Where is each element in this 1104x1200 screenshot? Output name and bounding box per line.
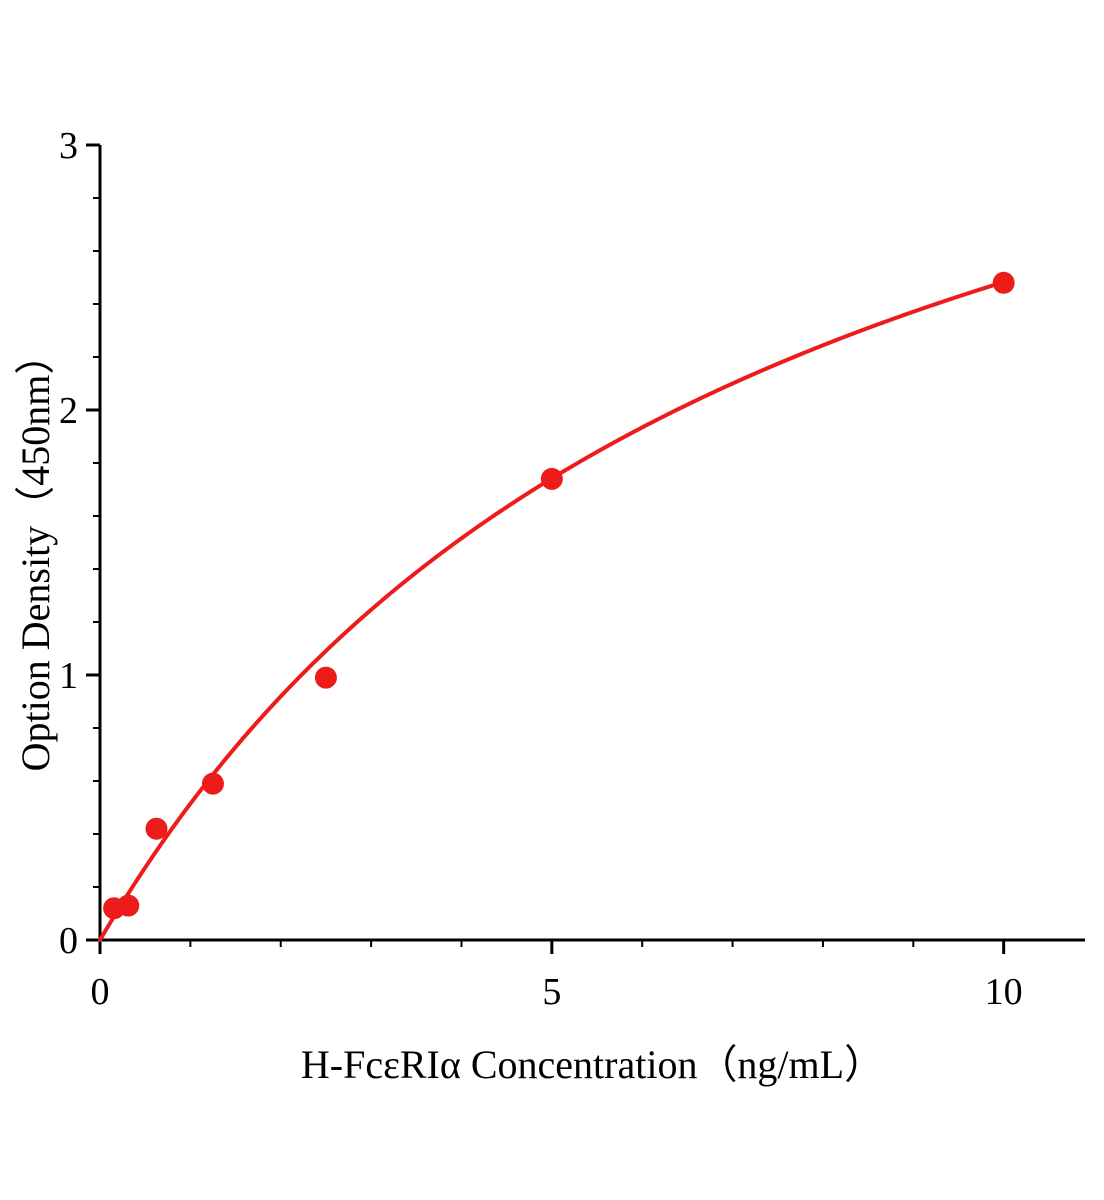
fit-curve: [98, 280, 1006, 942]
data-point: [145, 817, 168, 840]
data-point: [201, 772, 224, 795]
x-tick-label: 0: [91, 971, 110, 1013]
data-point: [992, 271, 1015, 294]
axis-spines: [98, 145, 1085, 942]
x-tick-label: 5: [542, 971, 561, 1013]
x-tick-label: 10: [985, 971, 1023, 1013]
data-point: [117, 894, 140, 917]
data-point: [314, 666, 337, 689]
y-tick-label: 2: [59, 390, 78, 432]
y-tick-label: 0: [59, 920, 78, 962]
y-tick-label: 3: [59, 125, 78, 167]
x-axis-label: H-FcεRIα Concentration（ng/mL）: [300, 1042, 885, 1087]
data-point: [540, 467, 563, 490]
y-tick-label: 1: [59, 655, 78, 697]
y-axis-label: Option Density（450nm）: [13, 334, 58, 772]
